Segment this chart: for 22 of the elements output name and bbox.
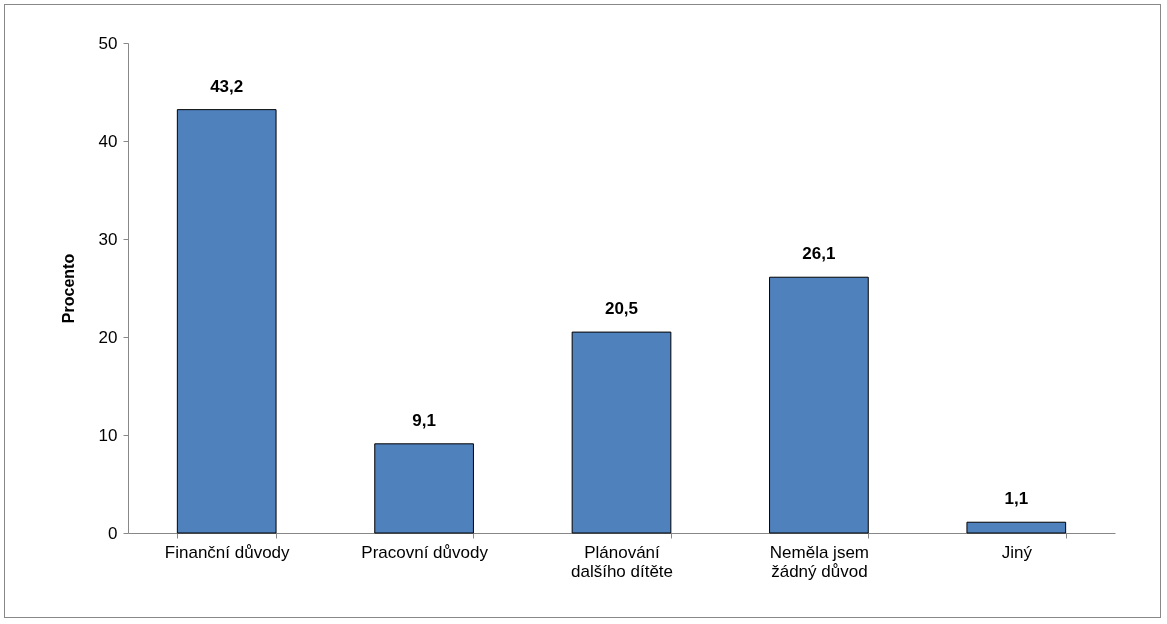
data-label: 20,5 bbox=[604, 299, 639, 319]
y-tick-label: 50 bbox=[98, 33, 118, 53]
x-tick-label: Pracovní důvody bbox=[361, 542, 489, 562]
bar bbox=[571, 331, 672, 534]
y-tick-label: 0 bbox=[108, 523, 118, 543]
x-tick-label: Finanční důvody bbox=[164, 542, 291, 562]
bar bbox=[176, 109, 277, 534]
data-label: 26,1 bbox=[802, 244, 836, 264]
data-label: 43,2 bbox=[210, 76, 244, 96]
data-label: 9,1 bbox=[412, 410, 436, 430]
data-label: 1,1 bbox=[1004, 489, 1029, 509]
bar bbox=[374, 443, 474, 534]
y-axis-title: Procento bbox=[59, 253, 77, 324]
x-tick-label: Plánování dalšího dítěte bbox=[570, 542, 674, 581]
y-tick-label: 20 bbox=[98, 327, 118, 347]
bar bbox=[966, 521, 1067, 534]
x-tick-label: Neměla jsem žádný důvod bbox=[769, 542, 869, 581]
y-tick-label: 10 bbox=[98, 425, 118, 445]
y-tick-label: 30 bbox=[98, 229, 118, 249]
x-tick-label: Jiný bbox=[1001, 542, 1033, 562]
y-tick-label: 40 bbox=[98, 131, 118, 151]
bar bbox=[769, 276, 869, 534]
